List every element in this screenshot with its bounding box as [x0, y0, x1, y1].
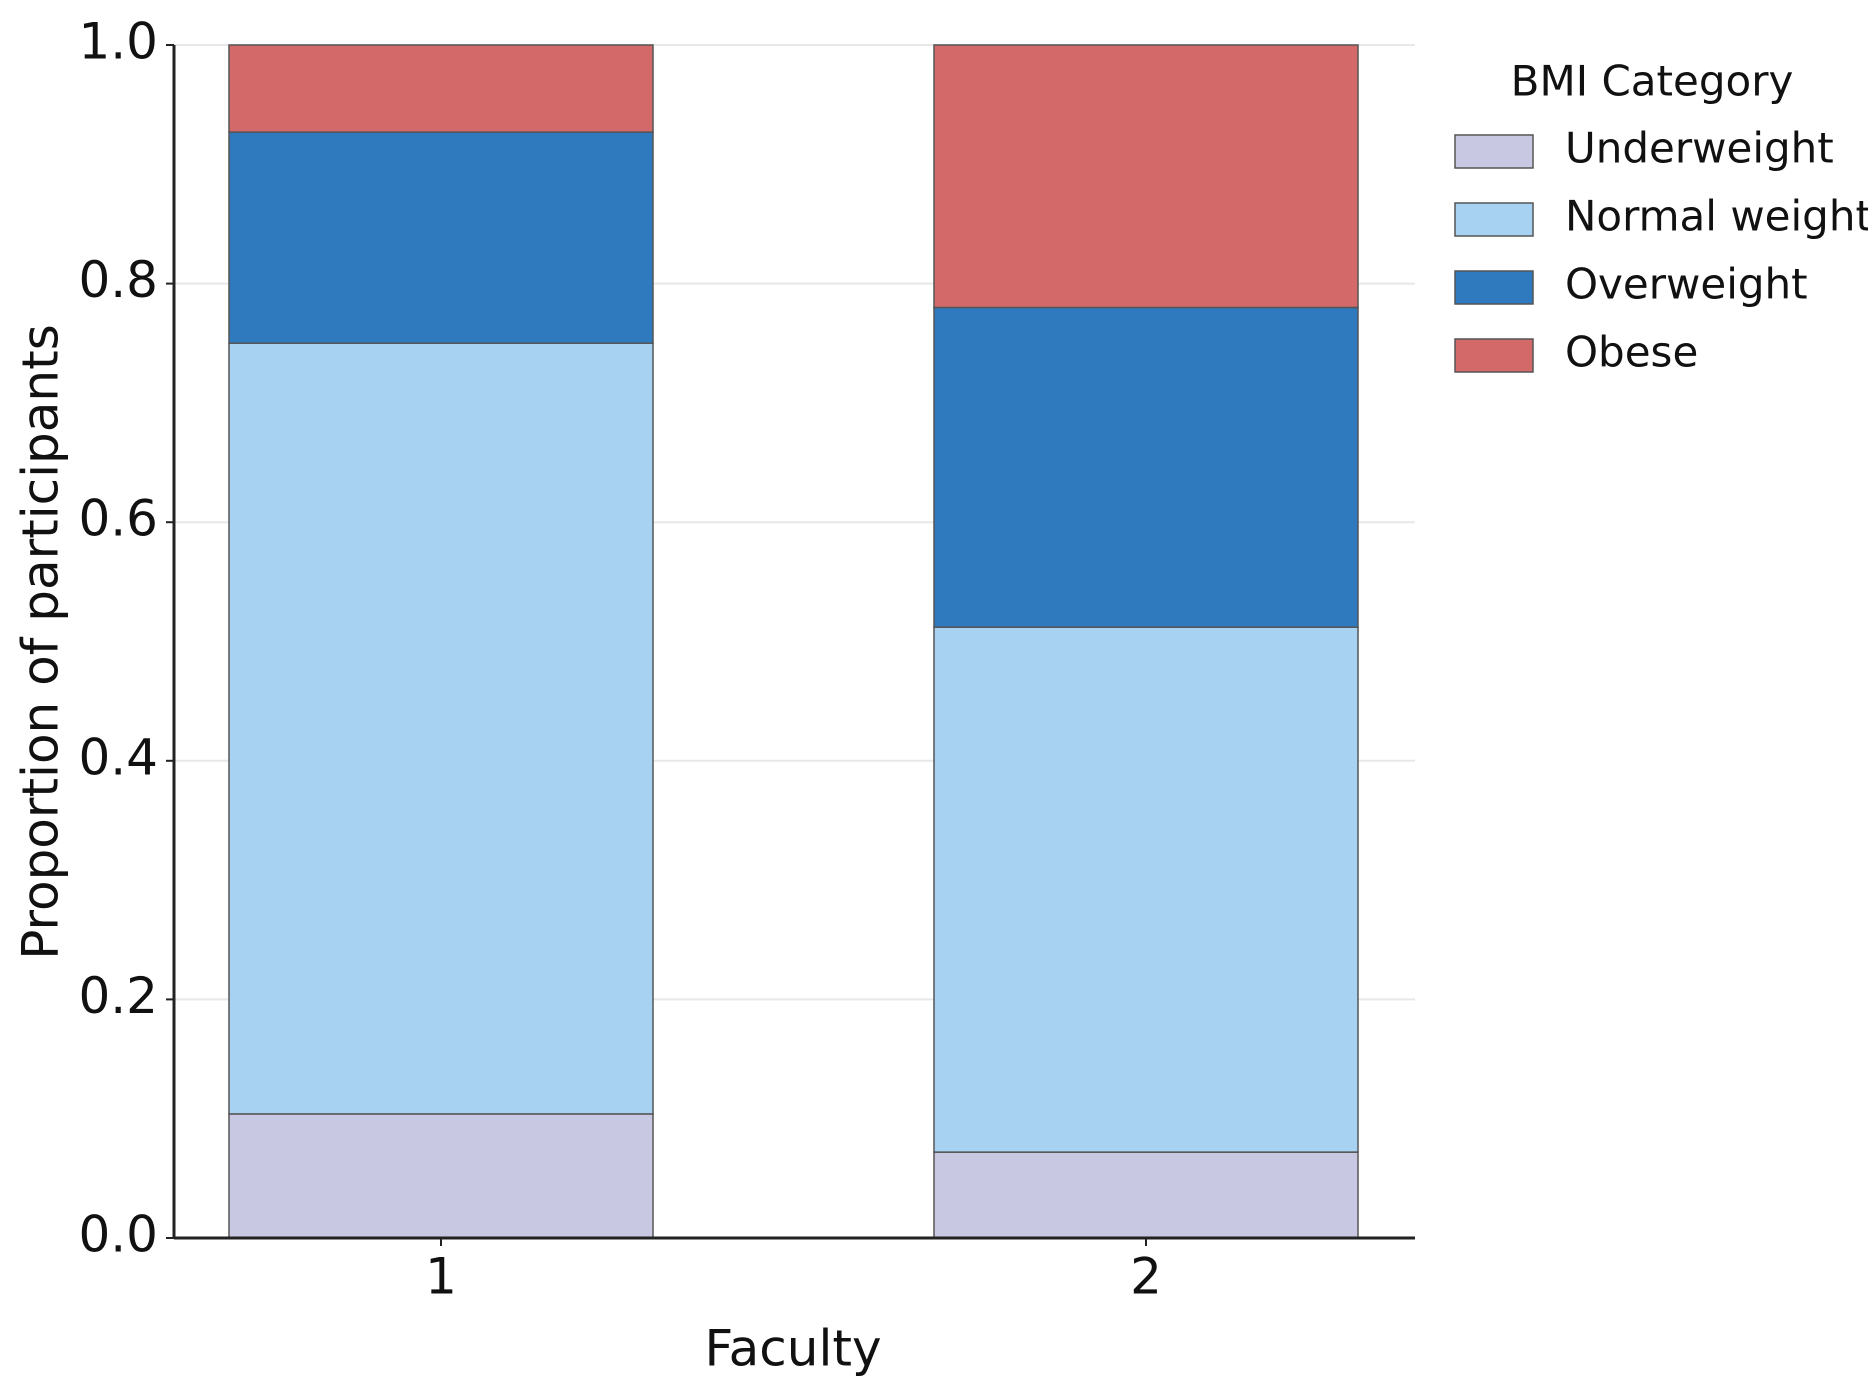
y-tick-label: 0.8: [78, 251, 158, 309]
y-axis-label: Proportion of participants: [12, 324, 70, 960]
x-axis-label: Faculty: [704, 1320, 881, 1378]
legend-swatch: [1454, 270, 1534, 305]
bar-segment: [228, 44, 654, 133]
y-tick-label: 0.2: [78, 967, 158, 1025]
y-tick-label: 0.6: [78, 490, 158, 548]
legend-title: BMI Category: [1511, 57, 1794, 106]
bar-segment: [228, 131, 654, 344]
legend-swatch: [1454, 338, 1534, 373]
bar-segment: [933, 306, 1359, 628]
legend-swatch: [1454, 202, 1534, 237]
legend-label: Normal weight: [1565, 192, 1868, 241]
legend-label: Underweight: [1565, 124, 1834, 173]
y-tick-label: 1.0: [78, 13, 158, 71]
x-tick-label: 2: [1130, 1248, 1162, 1306]
bar-segment: [933, 1151, 1359, 1239]
bar-segment: [228, 1113, 654, 1239]
bar-segment: [228, 342, 654, 1115]
legend-swatch: [1454, 134, 1534, 169]
legend-label: Overweight: [1565, 260, 1808, 309]
y-tick-label: 0.4: [78, 728, 158, 786]
y-tick-label: 0.0: [78, 1206, 158, 1264]
bar-segment: [933, 44, 1359, 309]
bar-segment: [933, 626, 1359, 1153]
x-tick-label: 1: [425, 1248, 457, 1306]
legend-label: Obese: [1565, 328, 1698, 377]
